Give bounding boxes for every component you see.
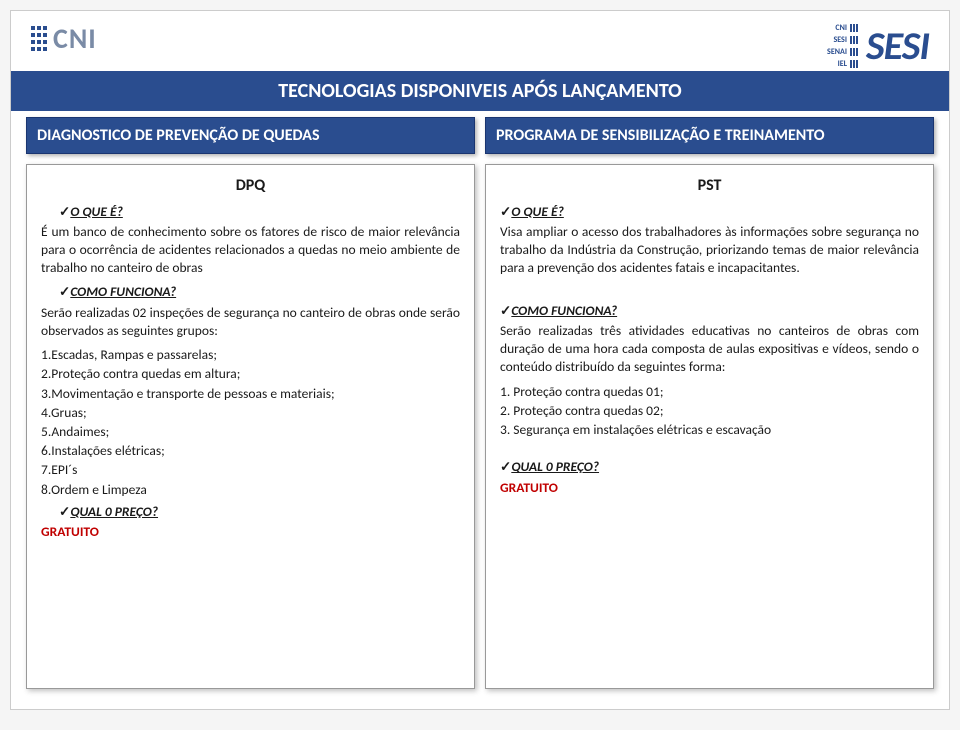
dpq-item: 6.Instalações elétricas; <box>41 442 460 460</box>
dpq-item: 4.Gruas; <box>41 404 460 422</box>
pst-gratis: GRATUITO <box>500 479 919 497</box>
pst-item: 2. Proteção contra quedas 02; <box>500 402 919 420</box>
pst-p1: Visa ampliar o acesso dos trabalhadores … <box>500 223 919 278</box>
column-dpq: DPQ O QUE É? É um banco de conhecimento … <box>26 164 475 689</box>
content-columns: DPQ O QUE É? É um banco de conhecimento … <box>11 154 949 689</box>
dpq-q1: O QUE É? <box>59 203 460 221</box>
cni-text: CNI <box>53 21 97 56</box>
pst-q3: QUAL 0 PREÇO? <box>500 458 919 476</box>
dpq-p2: Serão realizadas 02 inspeções de seguran… <box>41 304 460 340</box>
logo-cni: CNI <box>31 21 97 56</box>
dpq-gratis: GRATUITO <box>41 523 460 541</box>
dpq-item: 3.Movimentação e transporte de pessoas e… <box>41 385 460 403</box>
pst-p2: Serão realizadas três atividades educati… <box>500 322 919 377</box>
logo-sesi: CNI SESI SENAI IEL SESI <box>827 21 929 70</box>
cni-bars-icon <box>31 26 47 51</box>
header: CNI CNI SESI SENAI IEL SESI <box>11 11 949 71</box>
column-pst: PST O QUE É? Visa ampliar o acesso dos t… <box>485 164 934 689</box>
dpq-q3: QUAL 0 PREÇO? <box>59 503 460 521</box>
pst-q2: COMO FUNCIONA? <box>500 302 919 320</box>
main-title: TECNOLOGIAS DISPONIVEIS APÓS LANÇAMENTO <box>11 71 949 111</box>
subtitle-right: PROGRAMA DE SENSIBILIZAÇÃO E TREINAMENTO <box>485 117 934 154</box>
pst-header: PST <box>500 175 919 197</box>
dpq-header: DPQ <box>41 175 460 197</box>
dpq-q2: COMO FUNCIONA? <box>59 283 460 301</box>
pst-item: 3. Segurança em instalações elétricas e … <box>500 421 919 439</box>
dpq-item: 8.Ordem e Limpeza <box>41 481 460 499</box>
dpq-item: 1.Escadas, Rampas e passarelas; <box>41 346 460 364</box>
pst-q1: O QUE É? <box>500 203 919 221</box>
sesi-sublabels: CNI SESI SENAI IEL <box>827 23 858 69</box>
dpq-p1: É um banco de conhecimento sobre os fato… <box>41 223 460 278</box>
sesi-text: SESI <box>866 21 929 70</box>
slide-page: CNI CNI SESI SENAI IEL SESI TECNOLOGIAS … <box>10 10 950 710</box>
dpq-item: 2.Proteção contra quedas em altura; <box>41 365 460 383</box>
pst-item: 1. Proteção contra quedas 01; <box>500 383 919 401</box>
dpq-item: 5.Andaimes; <box>41 423 460 441</box>
dpq-item: 7.EPI´s <box>41 461 460 479</box>
subtitle-left: DIAGNOSTICO DE PREVENÇÃO DE QUEDAS <box>26 117 475 154</box>
subtitle-row: DIAGNOSTICO DE PREVENÇÃO DE QUEDAS PROGR… <box>11 117 949 154</box>
